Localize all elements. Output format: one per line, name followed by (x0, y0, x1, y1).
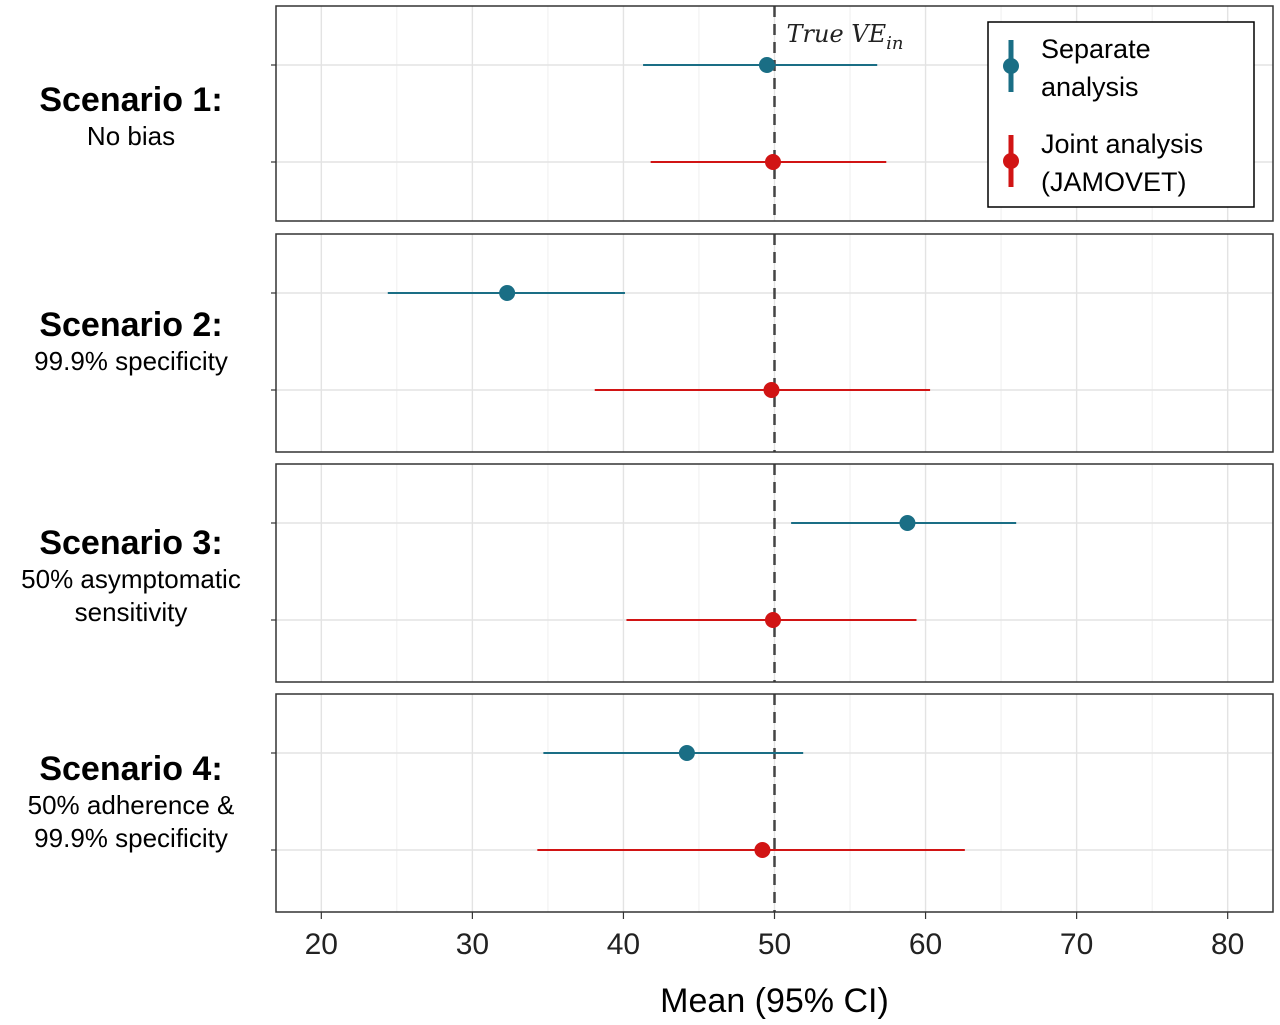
x-tick-label: 80 (1211, 928, 1244, 961)
legend-box (987, 21, 1255, 208)
panel-subtitle: 50% asymptomatic (21, 564, 241, 594)
legend-entry: Separate analysis (1003, 34, 1151, 102)
mean-point (678, 745, 695, 761)
panel-subtitle: sensitivity (74, 597, 188, 627)
panel-border (275, 463, 1274, 683)
panel-label-1: Scenario 1: No bias (0, 80, 262, 153)
panel-label-3: Scenario 3: 50% asymptomatic sensitivity (0, 523, 262, 629)
panel-subtitle: No bias (86, 121, 176, 151)
panel-label-4: Scenario 4: 50% adherence & 99.9% specif… (0, 749, 262, 855)
x-axis-label: Mean (95% CI) (660, 982, 889, 1020)
legend-label: Joint analysis (1041, 129, 1203, 159)
mean-point (764, 154, 781, 170)
panel-4 (271, 693, 1274, 913)
panel-2 (271, 233, 1274, 453)
panel-subtitle: 99.9% specificity (34, 823, 228, 853)
panel-subtitle: 99.9% specificity (34, 346, 228, 376)
mean-point (499, 285, 516, 301)
panel-title: Scenario 1: (39, 81, 223, 119)
legend-label: (JAMOVET) (1041, 167, 1187, 197)
x-tick-label: 40 (607, 928, 640, 961)
panel-title: Scenario 3: (39, 524, 223, 562)
mean-point (754, 842, 771, 858)
mean-point (763, 382, 780, 398)
panel-3 (271, 463, 1274, 683)
panel-border (275, 233, 1274, 453)
x-tick-label: 60 (909, 928, 942, 961)
panel-title: Scenario 2: (39, 306, 223, 344)
legend-key-point (1003, 58, 1019, 74)
x-tick-label: 70 (1060, 928, 1093, 961)
mean-point (758, 57, 775, 73)
panel-subtitle: 50% adherence & (27, 790, 235, 820)
legend-key-point (1003, 153, 1019, 169)
x-tick-label: 20 (305, 928, 338, 961)
legend-entry: Joint analysis (JAMOVET) (1003, 129, 1203, 197)
reference-line-label: True VEin (787, 20, 904, 54)
mean-point (899, 515, 916, 531)
panel-border (275, 5, 1274, 222)
mean-point (764, 612, 781, 628)
reference-line-label-main: True VE (787, 20, 887, 48)
reference-line-label-sub: in (886, 33, 903, 54)
x-tick-label: 50 (758, 928, 791, 961)
panel-title: Scenario 4: (39, 750, 223, 788)
panel-label-2: Scenario 2: 99.9% specificity (0, 305, 262, 378)
x-tick-label: 30 (456, 928, 489, 961)
legend: Separate analysis Joint analysis (JAMOVET) (987, 21, 1255, 208)
legend-label: Separate (1041, 34, 1151, 64)
legend-label: analysis (1041, 72, 1139, 102)
